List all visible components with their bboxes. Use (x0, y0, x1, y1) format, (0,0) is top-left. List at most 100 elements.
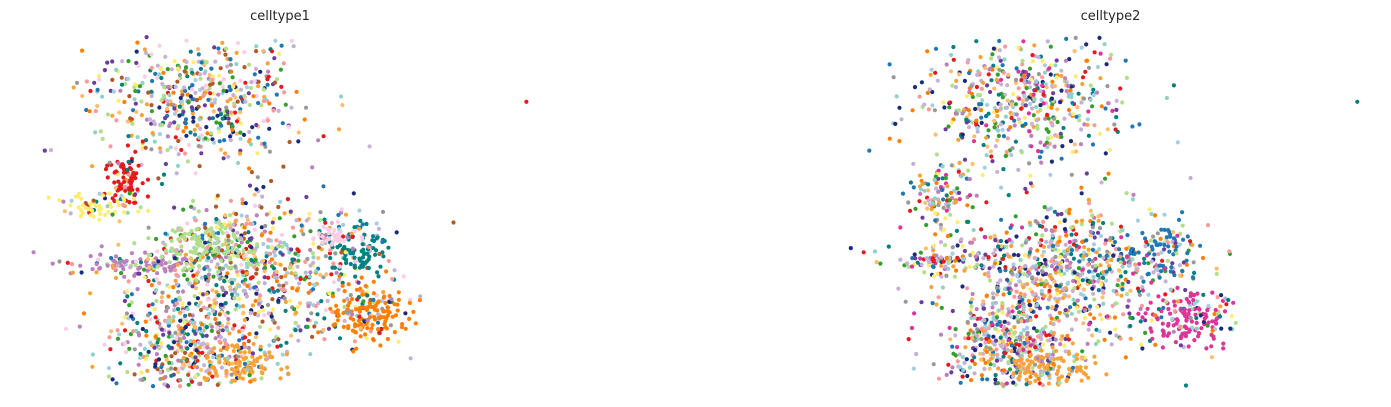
scatter-point (332, 228, 337, 233)
scatter-point (1051, 322, 1056, 327)
scatter-point (1006, 338, 1011, 343)
scatter-point (289, 333, 294, 338)
scatter-point (1090, 225, 1095, 230)
scatter-point (245, 283, 250, 289)
scatter-point (296, 130, 301, 135)
scatter-point (232, 101, 237, 106)
scatter-point (194, 97, 199, 103)
scatter-point (1158, 263, 1163, 268)
scatter-point (199, 322, 204, 327)
scatter-point (1184, 318, 1189, 323)
scatter-point (267, 350, 272, 355)
scatter-point (1104, 278, 1109, 283)
scatter-point (943, 264, 948, 269)
scatter-point (908, 180, 913, 185)
scatter-point (1182, 307, 1187, 312)
scatter-point (188, 262, 193, 267)
scatter-point (138, 351, 143, 357)
scatter-point (350, 328, 355, 333)
scatter-point (999, 381, 1005, 387)
scatter-point (91, 198, 96, 203)
scatter-point (294, 275, 299, 280)
scatter-point (229, 240, 234, 245)
scatter-point (105, 263, 110, 268)
scatter-point (891, 75, 896, 80)
scatter-point (1037, 223, 1042, 228)
scatter-point (886, 244, 891, 249)
scatter-point (957, 352, 962, 357)
scatter-point (976, 106, 981, 111)
scatter-point (1022, 341, 1027, 346)
scatter-point (1002, 57, 1007, 62)
scatter-point (1100, 275, 1106, 280)
scatter-point (971, 227, 976, 233)
scatter-point (267, 149, 272, 154)
scatter-point (136, 89, 141, 94)
scatter-point (80, 203, 85, 208)
scatter-point (145, 257, 150, 262)
scatter-point (181, 129, 186, 134)
scatter-point (145, 177, 151, 182)
scatter-point (226, 116, 231, 121)
scatter-point (316, 138, 321, 143)
scatter-point (105, 60, 110, 65)
scatter-point (979, 373, 984, 378)
scatter-point (1058, 264, 1063, 269)
scatter-point (90, 164, 95, 169)
scatter-point (221, 88, 226, 93)
scatter-point (1109, 221, 1114, 226)
scatter-point (861, 250, 866, 255)
scatter-point (159, 66, 164, 71)
scatter-point (1026, 72, 1031, 77)
scatter-point (389, 297, 394, 302)
scatter-point (1026, 111, 1031, 116)
scatter-point (353, 274, 358, 279)
scatter-point (1070, 341, 1075, 346)
scatter-point (1140, 230, 1145, 236)
scatter-point (954, 268, 959, 273)
scatter-point (382, 294, 387, 299)
scatter-point (163, 261, 168, 266)
scatter-point (242, 341, 247, 346)
scatter-point (982, 234, 987, 240)
scatter-point (228, 285, 233, 290)
scatter-point (1081, 287, 1086, 292)
scatter-point (296, 258, 301, 263)
scatter-point (121, 175, 126, 180)
scatter-point (966, 125, 972, 130)
scatter-point (1036, 271, 1041, 276)
scatter-point (1049, 159, 1054, 164)
scatter-point (290, 225, 295, 230)
scatter-point (169, 366, 174, 371)
scatter-point (932, 177, 937, 182)
scatter-point (401, 274, 406, 279)
scatter-point (1156, 252, 1161, 257)
scatter-point (1069, 327, 1074, 332)
scatter-point (977, 102, 982, 107)
scatter-point (1180, 223, 1185, 228)
scatter-point (1193, 312, 1198, 317)
scatter-point (993, 144, 998, 149)
scatter-point (1053, 296, 1058, 301)
scatter-point (1118, 336, 1123, 341)
scatter-point (200, 233, 205, 238)
scatter-point (210, 74, 216, 79)
scatter-point (1049, 105, 1054, 110)
scatter-point (1103, 151, 1108, 156)
scatter-point (263, 144, 268, 149)
scatter-point (196, 104, 201, 109)
scatter-point (1105, 127, 1110, 132)
scatter-point (80, 211, 85, 216)
scatter-point (378, 343, 383, 348)
scatter-point (1160, 328, 1165, 333)
scatter-point (957, 160, 962, 165)
scatter-point (1033, 88, 1038, 93)
scatter-point (1109, 52, 1114, 57)
scatter-point (284, 340, 289, 345)
scatter-point (131, 329, 136, 334)
scatter-point (1014, 66, 1019, 71)
scatter-point (181, 355, 186, 361)
scatter-point (304, 218, 309, 223)
scatter-point (1175, 285, 1180, 290)
scatter-point (1035, 295, 1041, 301)
